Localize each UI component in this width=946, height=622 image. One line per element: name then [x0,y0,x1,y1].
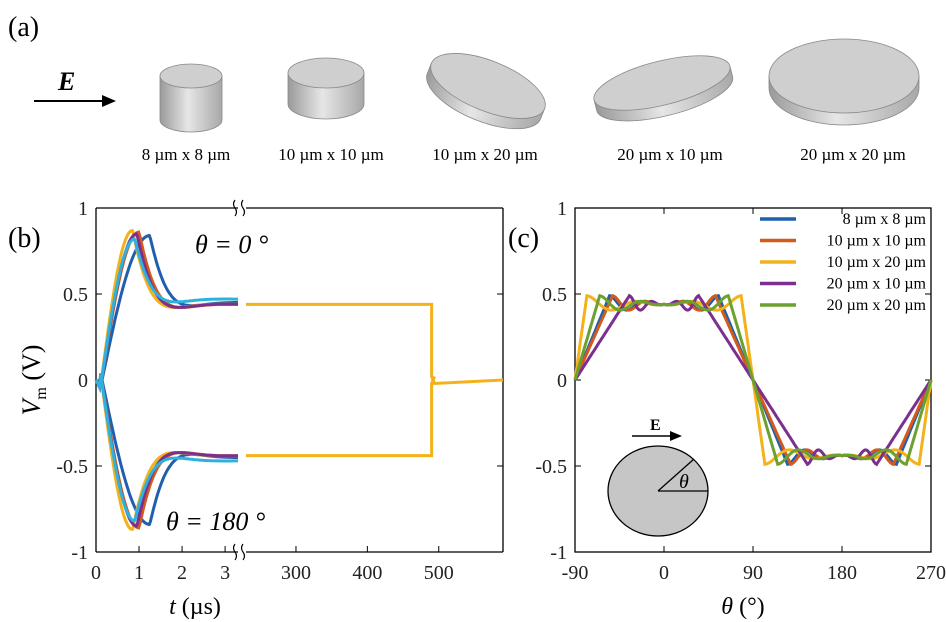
caption-10x20: 10 µm x 20 µm [432,145,538,164]
shape-10x20 [426,53,546,130]
series-b-neg-0 [94,373,238,527]
series-b-neg-4 [94,374,238,523]
x-tick-label-b: 400 [352,562,382,584]
annotation-theta-180: θ = 180 ° [166,507,265,536]
panel-c-label: (c) [508,223,539,254]
x-tick-label-c: 90 [743,562,763,584]
series-b-plateau-top [246,302,504,385]
caption-20x10: 20 µm x 10 µm [617,145,723,164]
series-b-plateau-bottom [246,375,436,458]
legend-label-3: 20 µm x 10 µm [827,276,927,293]
y-tick-label-c: -1 [550,542,567,564]
caption-20x20: 20 µm x 20 µm [800,145,906,164]
shape-8x8 [159,63,223,133]
inset-angle-label: θ [679,471,689,493]
axis-break-mark-1b [240,543,246,561]
axis-break-mark-1a [232,543,238,561]
y-tick-label-b: 0 [78,370,88,392]
panel-c-plot: 1 0.5 0 -0.5 -1-90 0 90 180 270 [535,198,946,584]
caption-8x8: 8 µm x 8 µm [142,145,231,164]
legend-c: 8 µm x 8 µm 10 µm x 10 µm 10 µm x 20 µm 20 … [760,211,927,314]
caption-10x10: 10 µm x 10 µm [278,145,384,164]
x-tick-label-b: 2 [177,562,187,584]
y-tick-label-b: 0.5 [63,284,88,306]
inset-diagram: E θ [607,417,709,537]
legend-label-2: 10 µm x 20 µm [827,254,927,271]
annotation-theta-0: θ = 0 ° [195,230,268,259]
y-tick-label-c: 0.5 [542,284,567,306]
legend-label-1: 10 µm x 10 µm [827,233,927,250]
x-tick-label-b: 1 [134,562,144,584]
x-tick-label-c: 180 [827,562,857,584]
axis-break-mark-0a [232,199,238,217]
panel-b-plot: 10.50-0.5-10 1 2 3 300 400 500 [56,198,504,584]
x-axis-label-c: θ (°) [721,594,764,620]
panel-b-label: (b) [8,223,41,254]
x-tick-label-c: 0 [659,562,669,584]
shape-20x10 [593,55,734,122]
y-tick-label-c: 0 [557,370,567,392]
legend-label-4: 20 µm x 20 µm [827,297,927,314]
field-arrow-a: E [34,67,116,107]
y-tick-label-b: 1 [78,198,88,220]
field-label-a: E [57,67,75,96]
series-c-4 [573,293,933,467]
legend-label-0: 8 µm x 8 µm [843,211,927,228]
x-tick-label-c: 270 [916,562,946,584]
panel-a-label: (a) [8,12,39,43]
shape-20x20 [768,38,920,126]
x-tick-label-b: 3 [220,562,230,584]
axis-break-mark-0b [240,199,246,217]
y-tick-label-b: -0.5 [56,456,88,478]
x-tick-label-b: 500 [424,562,454,584]
y-tick-label-c: 1 [557,198,567,220]
x-tick-label-c: -90 [562,562,589,584]
inset-field-label: E [650,417,661,434]
y-tick-label-c: -0.5 [535,456,567,478]
y-tick-label-b: -1 [71,542,88,564]
x-tick-label-b: 0 [91,562,101,584]
series-b-pos-4 [94,237,238,390]
x-axis-label-b: t (µs) [169,594,221,620]
shape-10x10 [287,57,365,120]
x-tick-label-b: 300 [281,562,311,584]
y-axis-label-b: Vm (V) [17,345,50,416]
